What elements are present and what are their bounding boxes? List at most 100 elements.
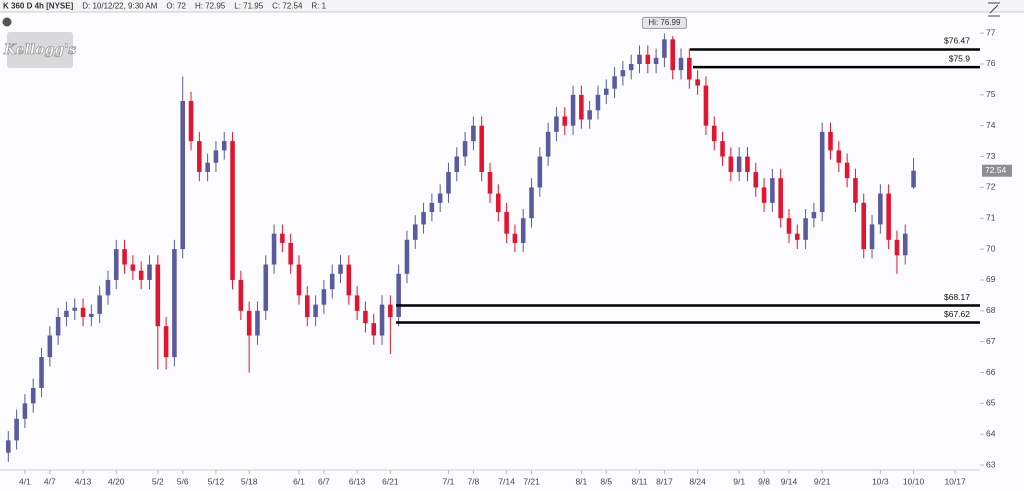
y-tick-label: 65 — [986, 398, 996, 408]
candle-body — [72, 307, 78, 311]
header-field: D: 10/12/22, 9:30 AM — [82, 2, 157, 11]
candle-body — [271, 233, 277, 265]
logo-box — [7, 32, 73, 68]
x-tick-label: 7/8 — [467, 476, 479, 486]
info-icon[interactable] — [2, 17, 12, 27]
candle-body — [213, 150, 219, 163]
candle-body — [595, 94, 601, 111]
y-tick-label: 64 — [986, 428, 996, 438]
candle-body — [388, 304, 393, 317]
candle-body — [886, 193, 891, 240]
last-price: 72.54 — [985, 165, 1007, 175]
candle-body — [554, 116, 559, 132]
x-tick-label: 6/7 — [318, 476, 330, 486]
level-label: $75.9 — [949, 53, 971, 63]
candle-body — [770, 178, 775, 203]
candle-body — [637, 54, 642, 64]
candle-body — [778, 178, 783, 219]
x-tick-label: 5/6 — [177, 476, 189, 486]
level-label: $68.17 — [944, 292, 970, 302]
candle-body — [105, 279, 111, 296]
candle-body — [255, 310, 260, 336]
candle-body — [396, 273, 401, 317]
candle-body — [346, 264, 352, 296]
candle-body — [620, 70, 626, 77]
candle-body — [471, 125, 476, 142]
candle-body — [47, 335, 53, 358]
candle-body — [454, 156, 460, 172]
x-tick-label: 6/1 — [293, 476, 305, 486]
x-tick-label: 6/13 — [349, 476, 366, 486]
candle-body — [163, 326, 169, 358]
x-tick-label: 5/18 — [241, 476, 258, 486]
candle-body — [363, 310, 368, 324]
x-tick-label: 8/11 — [632, 476, 648, 486]
candle-body — [878, 193, 883, 225]
level-label: $76.47 — [944, 36, 970, 46]
candle-body — [520, 218, 526, 243]
candle-body — [711, 125, 717, 142]
candle-body — [130, 264, 136, 271]
candle-body — [64, 310, 69, 317]
x-tick-label: 9/14 — [781, 476, 798, 486]
x-tick-label: 7/21 — [523, 476, 540, 486]
candle-body — [745, 156, 750, 172]
candle-body — [197, 141, 202, 172]
y-tick-label: 67 — [986, 336, 996, 346]
candle-body — [147, 264, 152, 280]
x-tick-label: 4/20 — [108, 476, 125, 486]
candle-body — [80, 307, 86, 317]
candle-body — [404, 239, 410, 274]
candle-body — [795, 233, 800, 240]
candle-body — [113, 249, 119, 280]
y-tick-label: 66 — [986, 367, 996, 377]
x-tick-label: 9/21 — [814, 476, 831, 486]
y-tick-label: 72 — [986, 182, 996, 192]
y-tick-label: 63 — [986, 459, 996, 469]
candle-body — [263, 264, 269, 311]
header-field: C: 72.54 — [272, 2, 303, 11]
candle-body — [761, 187, 767, 203]
logo: Kellogg's — [3, 42, 77, 58]
candle-body — [496, 193, 501, 213]
candle-body — [670, 39, 675, 71]
x-tick-label: 8/1 — [575, 476, 587, 486]
candle-body — [22, 403, 28, 419]
candle-body — [853, 178, 858, 203]
candle-body — [354, 295, 360, 311]
x-tick-label: 5/2 — [152, 476, 164, 486]
candle-body — [753, 171, 759, 188]
candle-body — [587, 110, 592, 120]
tool-icon[interactable] — [988, 2, 1000, 17]
candle-body — [305, 295, 310, 317]
candle-body — [537, 156, 543, 188]
header-field: O: 72 — [166, 2, 186, 11]
candle-body — [902, 233, 908, 256]
x-tick-label: 10/10 — [903, 476, 925, 486]
candle-body — [462, 141, 468, 157]
candle-body — [230, 141, 235, 280]
candle-body — [39, 357, 44, 388]
candle-body — [338, 264, 343, 274]
candle-body — [579, 94, 584, 120]
x-tick-label: 4/1 — [19, 476, 31, 486]
candle-body — [504, 212, 509, 234]
header-field: K 360 D 4h [NYSE] — [3, 2, 74, 11]
candle-body — [819, 131, 825, 213]
candle-body — [321, 289, 327, 305]
candle-body — [221, 141, 227, 151]
y-tick-label: 77 — [986, 27, 996, 37]
candle-body — [122, 249, 127, 265]
y-tick-label: 69 — [986, 274, 996, 284]
y-tick-label: 75 — [986, 89, 996, 99]
candle-body — [653, 57, 659, 64]
high-annotation: Hi: 76.99 — [648, 18, 681, 27]
candle-body — [89, 313, 94, 317]
candle-body — [246, 310, 252, 336]
candle-body — [645, 54, 651, 64]
candle-body — [512, 233, 518, 243]
candle-body — [97, 295, 102, 314]
x-tick-label: 8/5 — [600, 476, 612, 486]
candle-body — [678, 57, 684, 71]
candle-body — [687, 57, 692, 80]
